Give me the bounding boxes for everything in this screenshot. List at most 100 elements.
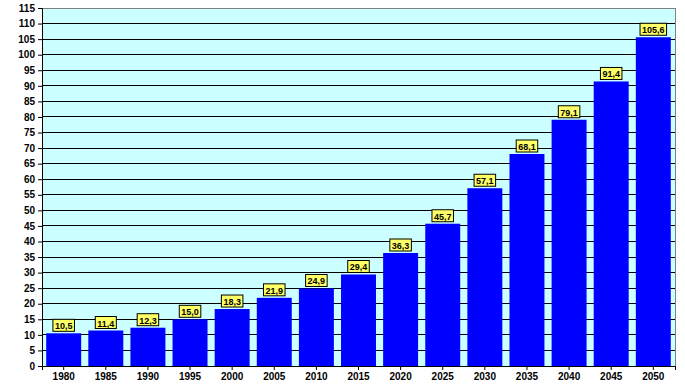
bar [173, 319, 208, 366]
y-tick-label: 20 [24, 298, 36, 309]
y-tick-mark [38, 226, 42, 227]
data-label-box [432, 210, 454, 222]
y-tick: 25 [24, 283, 42, 294]
bars [46, 37, 671, 366]
data-label-text: 79,1 [560, 108, 578, 118]
y-tick-label: 65 [24, 158, 36, 169]
y-tick-label: 85 [24, 96, 36, 107]
bar [341, 274, 376, 366]
data-label-text: 36,3 [392, 241, 410, 251]
bar [215, 309, 250, 366]
x-tick: 2030 [474, 366, 497, 382]
data-label-box [179, 305, 201, 317]
y-tick-mark [38, 24, 42, 25]
data-label: 10,5 [53, 319, 75, 331]
y-tick-label: 10 [24, 330, 36, 341]
data-label: 36,3 [390, 239, 412, 251]
y-tick: 70 [24, 143, 42, 154]
y-tick-label: 100 [18, 49, 35, 60]
data-label: 21,9 [264, 284, 286, 296]
x-tick: 2025 [432, 366, 455, 382]
x-tick: 2050 [642, 366, 665, 382]
y-tick: 0 [29, 361, 42, 372]
y-tick: 60 [24, 174, 42, 185]
y-tick-label: 75 [24, 127, 36, 138]
x-tick: 1995 [179, 366, 202, 382]
grid-line [42, 101, 675, 102]
x-tick-mark [190, 366, 191, 370]
x-tick-label: 2045 [600, 371, 623, 382]
y-tick-label: 40 [24, 236, 36, 247]
x-tick-label: 2015 [347, 371, 370, 382]
plot: 0510152025303540455055606570758085909510… [18, 3, 675, 382]
y-tick-label: 60 [24, 174, 36, 185]
y-tick: 110 [19, 18, 42, 29]
x-tick: 1985 [95, 366, 118, 382]
x-tick-mark [358, 366, 359, 370]
data-label-box [600, 67, 622, 79]
y-tick: 95 [24, 65, 42, 76]
x-tick: 2020 [389, 366, 412, 382]
data-label-text: 21,9 [266, 286, 284, 296]
x-tick-mark [442, 366, 443, 370]
data-label-box [640, 23, 667, 35]
data-label: 15,0 [179, 305, 201, 317]
data-label-text: 105,6 [642, 25, 665, 35]
x-axis-line [43, 367, 676, 371]
x-axis: 1980198519901995200020052010201520202025… [43, 366, 676, 382]
y-tick-label: 5 [29, 345, 35, 356]
y-tick-label: 90 [24, 81, 36, 92]
x-tick-mark [653, 366, 654, 370]
y-tick-mark [38, 39, 42, 40]
data-label-box [390, 239, 412, 251]
x-tick-label: 2010 [305, 371, 328, 382]
x-tick: 2005 [263, 366, 286, 382]
data-label: 79,1 [558, 106, 580, 118]
y-tick: 35 [24, 252, 42, 263]
data-label: 68,1 [516, 140, 538, 152]
data-label-box [558, 106, 580, 118]
data-label-box [348, 260, 370, 272]
y-tick-mark [38, 350, 42, 351]
x-tick: 2000 [221, 366, 244, 382]
data-label: 105,6 [640, 23, 667, 35]
data-label-text: 45,7 [434, 212, 452, 222]
y-tick-mark [38, 319, 42, 320]
y-tick-mark [38, 210, 42, 211]
data-label-text: 10,5 [55, 321, 73, 331]
y-tick-mark [38, 241, 42, 242]
data-label: 57,1 [474, 174, 496, 186]
y-tick: 15 [24, 314, 42, 325]
y-tick: 85 [24, 96, 42, 107]
y-tick: 40 [24, 236, 42, 247]
y-tick: 20 [24, 298, 42, 309]
y-tick-mark [38, 117, 42, 118]
plot-background [42, 8, 675, 366]
data-label-box [516, 140, 538, 152]
x-tick-label: 2020 [389, 371, 412, 382]
data-label: 11,4 [95, 317, 116, 329]
y-tick: 10 [24, 330, 42, 341]
y-tick-label: 50 [24, 205, 36, 216]
y-tick-label: 45 [24, 221, 36, 232]
data-label-text: 15,0 [181, 307, 199, 317]
x-tick-label: 2040 [558, 371, 581, 382]
y-tick-label: 30 [24, 267, 36, 278]
y-tick-mark [38, 148, 42, 149]
y-tick-mark [38, 8, 42, 9]
y-tick-mark [38, 133, 42, 134]
y-tick-label: 70 [24, 143, 36, 154]
y-tick-mark [38, 273, 42, 274]
x-tick-label: 2035 [516, 371, 539, 382]
x-tick-label: 2005 [263, 371, 286, 382]
bar [552, 120, 587, 366]
bar [636, 37, 671, 366]
y-tick-label: 80 [24, 112, 36, 123]
y-tick-mark [38, 101, 42, 102]
y-tick-mark [38, 288, 42, 289]
x-tick-mark [63, 366, 64, 370]
x-tick-mark [611, 366, 612, 370]
x-tick: 1990 [137, 366, 160, 382]
data-label-text: 57,1 [476, 176, 494, 186]
x-tick-mark [274, 366, 275, 370]
